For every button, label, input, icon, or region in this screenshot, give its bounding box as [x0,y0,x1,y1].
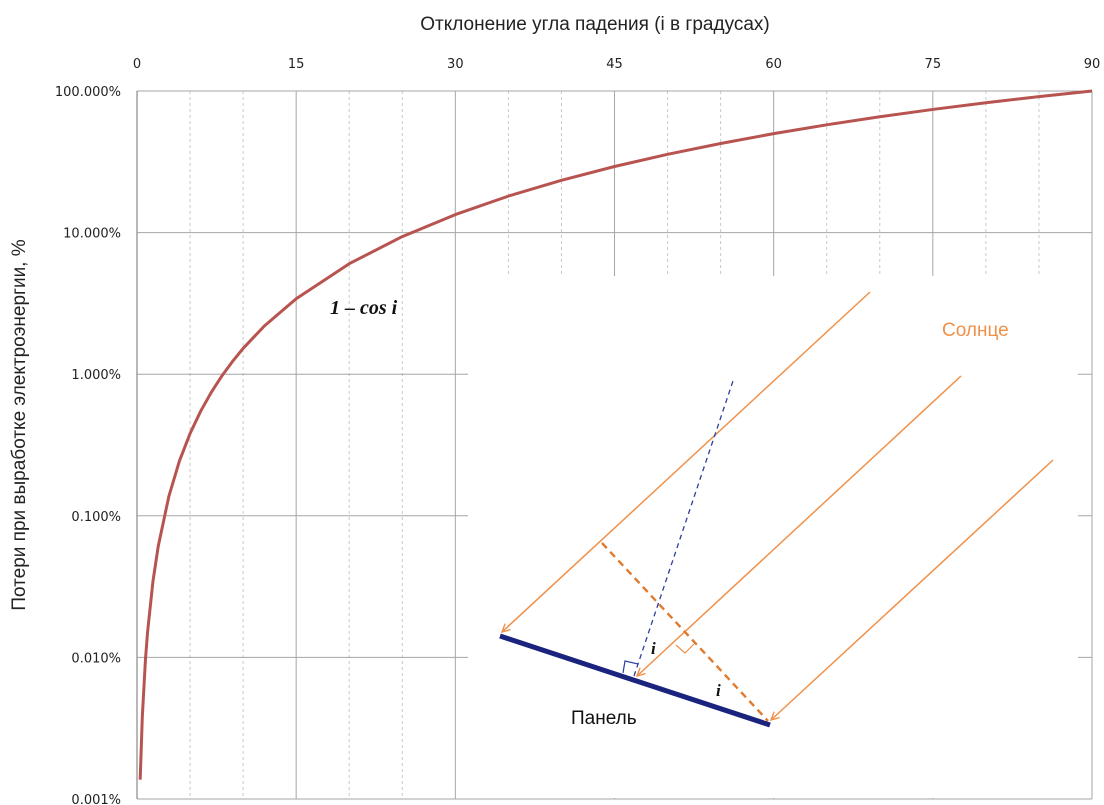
x-tick-label: 45 [606,57,623,72]
x-tick-label: 0 [133,57,141,72]
sun-ray-3 [771,459,1054,720]
sun-ray-2 [637,375,962,676]
curve-formula-label: 1 – cos i [330,297,398,319]
x-tick-label: 15 [288,57,305,72]
wavefront-dashed-line [601,542,769,722]
series-layer [138,89,1093,780]
angle-label-panel: i [716,681,721,700]
y-tick-label: 0.001% [71,793,121,805]
sun-panel-diagram: i i Солнце Панель [499,291,1054,729]
x-tick-labels: 0 15 30 45 60 75 90 [133,57,1100,72]
diagram-inset-background [468,276,1078,798]
x-tick-label: 90 [1084,57,1101,72]
sun-label: Солнце [942,320,1009,341]
y-tick-label: 10.000% [63,227,121,242]
panel-label: Панель [571,708,637,729]
panel-normal-dashed-line [633,377,735,677]
y-tick-labels: 0.001% 0.010% 0.100% 1.000% 10.000% 100.000% [55,85,121,805]
y-tick-label: 1.000% [71,368,121,383]
wavefront-right-angle-marker [675,643,695,654]
solar-panel-line [499,633,771,728]
y-tick-label: 0.010% [71,651,121,666]
angle-label-normal: i [651,639,656,658]
x-axis-title: Отклонение угла падения (i в градусах) [420,14,770,35]
normal-right-angle-marker [622,660,639,674]
series-line-1-minus-cos-i [138,89,1093,780]
y-tick-label: 100.000% [55,85,121,100]
x-tick-label: 75 [925,57,942,72]
y-tick-label: 0.100% [71,510,121,525]
y-axis-title: Потери при выработке электроэнергии, % [9,239,30,610]
sun-ray-1 [502,291,871,632]
x-tick-label: 30 [447,57,464,72]
x-tick-label: 60 [765,57,782,72]
